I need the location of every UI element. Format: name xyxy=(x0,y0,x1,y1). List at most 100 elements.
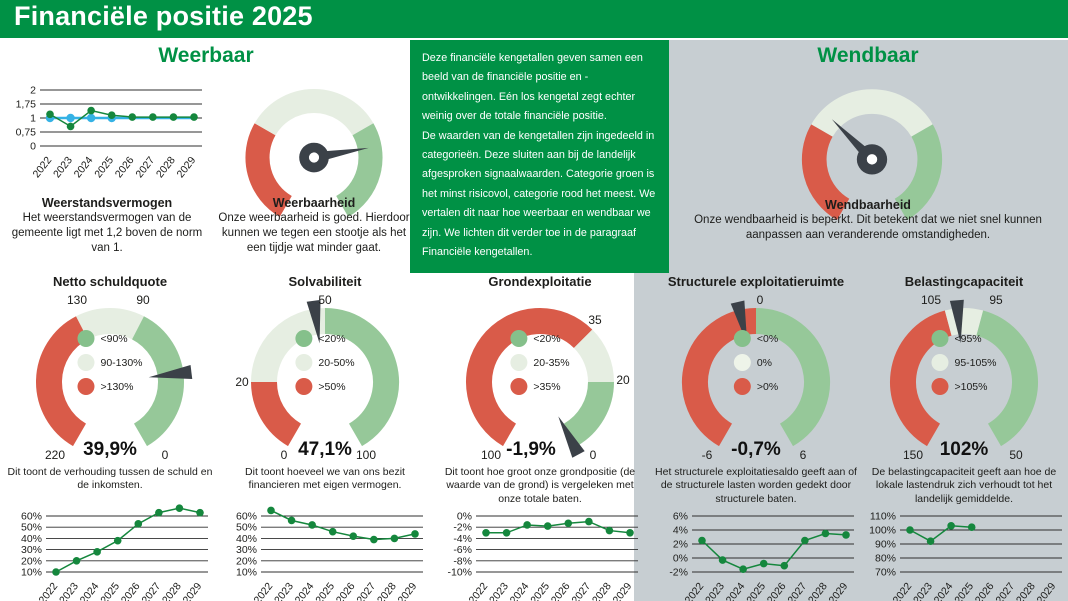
legend-color-dot-icon xyxy=(77,378,95,395)
legend-color-dot-icon xyxy=(295,378,313,395)
gauge-legend: <20% 20-35% >35% xyxy=(510,330,570,395)
info-text-box: Deze financiële kengetallen geven samen … xyxy=(410,40,669,273)
gauge-legend-item: 20-50% xyxy=(295,354,355,371)
svg-text:100%: 100% xyxy=(869,525,896,537)
svg-text:0%: 0% xyxy=(672,553,687,565)
indicator-title: Solvabiliteit xyxy=(288,274,362,289)
indicator-title: Netto schuldquote xyxy=(52,274,168,289)
svg-text:40%: 40% xyxy=(20,533,41,545)
indicator-belastingcapaciteit: Belastingcapaciteit 105 95 150 50 102% <95% 95… xyxy=(858,274,1068,601)
svg-text:-1,9%: -1,9% xyxy=(506,439,556,460)
legend-color-dot-icon xyxy=(733,354,751,371)
weerstandsvermogen-chart: 2 1,75 1 0,75 0 2022 2023 2024 2025 2026 2027 2028 2… xyxy=(2,82,212,182)
svg-text:2029: 2029 xyxy=(826,580,850,601)
svg-text:1: 1 xyxy=(30,113,36,125)
svg-text:100: 100 xyxy=(356,448,376,462)
svg-text:50: 50 xyxy=(318,294,332,307)
gauge-legend-item: >50% xyxy=(295,378,346,395)
indicator-title: Grondexploitatie xyxy=(488,274,592,289)
wendbaarheid-description: Onze wendbaarheid is beperkt. Dit beteke… xyxy=(694,214,1042,241)
svg-text:2%: 2% xyxy=(672,539,687,551)
svg-text:2029: 2029 xyxy=(610,580,634,601)
weerbaar-section-title: Weerbaar xyxy=(158,44,254,67)
svg-text:90: 90 xyxy=(136,294,150,307)
svg-text:2022: 2022 xyxy=(31,154,55,180)
svg-text:2028: 2028 xyxy=(154,154,178,180)
legend-color-dot-icon xyxy=(77,330,95,347)
gauge-legend-item: <95% xyxy=(931,330,982,347)
svg-text:0: 0 xyxy=(590,448,597,462)
svg-text:80%: 80% xyxy=(874,553,895,565)
svg-text:20%: 20% xyxy=(20,555,41,567)
svg-text:105: 105 xyxy=(921,294,941,307)
svg-text:95: 95 xyxy=(989,294,1003,307)
svg-text:60%: 60% xyxy=(20,511,41,523)
solvabiliteit-trend-chart: 60% 50% 40% 30% 20% 10% 2022 2023 2024 2025 2026 20… xyxy=(223,506,428,601)
svg-text:6%: 6% xyxy=(672,511,687,523)
gauge-legend-item: 20-35% xyxy=(510,354,570,371)
svg-text:20: 20 xyxy=(235,375,249,389)
svg-text:50: 50 xyxy=(1009,448,1023,462)
svg-text:4%: 4% xyxy=(672,525,687,537)
gauge-legend-item: <0% xyxy=(733,330,778,347)
svg-text:90%: 90% xyxy=(874,539,895,551)
svg-text:-6: -6 xyxy=(702,448,713,462)
weerbaarheid-title: Weerbaarheid xyxy=(272,196,356,210)
svg-text:50%: 50% xyxy=(20,522,41,534)
legend-color-dot-icon xyxy=(295,330,313,347)
page-title: Financiële positie 2025 xyxy=(14,1,313,31)
structurele-exploitatieruimte-gauge: 0 -6 6 -0,7% <0% 0% >0% xyxy=(661,294,851,464)
svg-text:2029: 2029 xyxy=(395,580,419,601)
indicator-description: Dit toont hoe groot onze grondpositie (d… xyxy=(444,466,636,505)
wendbaar-section-title: Wendbaar xyxy=(817,44,919,67)
svg-text:2: 2 xyxy=(30,85,36,97)
gauge-legend: <20% 20-50% >50% xyxy=(295,330,355,395)
indicator-title: Belastingcapaciteit xyxy=(904,274,1024,289)
gauge-legend-item: >105% xyxy=(931,378,987,395)
svg-text:2027: 2027 xyxy=(133,154,157,180)
wendbaarheid-gauge xyxy=(782,76,962,237)
gauge-legend-item: <20% xyxy=(295,330,346,347)
legend-color-dot-icon xyxy=(733,330,751,347)
svg-text:2029: 2029 xyxy=(175,154,199,180)
indicator-title: Structurele exploitatieruimte xyxy=(667,274,845,289)
svg-text:35: 35 xyxy=(588,313,602,327)
gauge-legend-item: 0% xyxy=(733,354,772,371)
grondexploitatie-gauge: 35 20 0 100 -1,9% <20% 20-35% >35% xyxy=(445,294,635,464)
svg-text:10%: 10% xyxy=(20,567,41,579)
legend-color-dot-icon xyxy=(510,378,528,395)
gauge-legend-item: >130% xyxy=(77,378,133,395)
gauge-legend-item: >0% xyxy=(733,378,778,395)
svg-text:110%: 110% xyxy=(869,511,895,523)
svg-text:130: 130 xyxy=(67,294,87,307)
gauge-legend-item: 95-105% xyxy=(931,354,997,371)
svg-text:2029: 2029 xyxy=(1034,580,1058,601)
svg-text:0: 0 xyxy=(162,448,169,462)
legend-color-dot-icon xyxy=(77,354,95,371)
svg-text:-4%: -4% xyxy=(453,533,472,545)
svg-text:47,1%: 47,1% xyxy=(298,439,352,460)
indicator-structurele-exploitatieruimte: Structurele exploitatieruimte 0 -6 6 -0,7% <… xyxy=(650,274,862,601)
weerbaarheid-gauge xyxy=(226,76,402,233)
svg-text:0: 0 xyxy=(30,141,36,153)
grondexploitatie-trend-chart: 0% -2% -4% -6% -8% -10% 2022 2023 2024 2025 2026 20… xyxy=(438,508,643,601)
svg-text:0%: 0% xyxy=(456,511,471,523)
svg-text:0: 0 xyxy=(757,294,764,307)
svg-text:40%: 40% xyxy=(235,533,256,545)
svg-text:-10%: -10% xyxy=(447,567,472,579)
svg-text:6: 6 xyxy=(800,448,807,462)
svg-text:10%: 10% xyxy=(235,567,256,579)
svg-text:2026: 2026 xyxy=(113,154,137,180)
svg-text:2024: 2024 xyxy=(72,154,96,180)
indicator-description: Dit toont de verhouding tussen de schuld… xyxy=(7,466,213,492)
indicator-solvabiliteit: Solvabiliteit 50 20 0 100 47,1% <20% 20-50% >50… xyxy=(219,274,431,601)
structurele-exploitatieruimte-trend-chart: 6% 4% 2% 0% -2% 2022 2023 2024 2025 2026 2027 2028 2… xyxy=(654,508,859,601)
svg-text:20: 20 xyxy=(616,373,630,387)
svg-text:100: 100 xyxy=(481,448,501,462)
svg-text:30%: 30% xyxy=(20,544,41,556)
svg-text:39,9%: 39,9% xyxy=(83,439,137,460)
svg-text:0,75: 0,75 xyxy=(16,127,37,139)
svg-text:-0,7%: -0,7% xyxy=(731,439,781,460)
indicator-description: De belastingcapaciteit geeft aan hoe de … xyxy=(871,466,1057,505)
